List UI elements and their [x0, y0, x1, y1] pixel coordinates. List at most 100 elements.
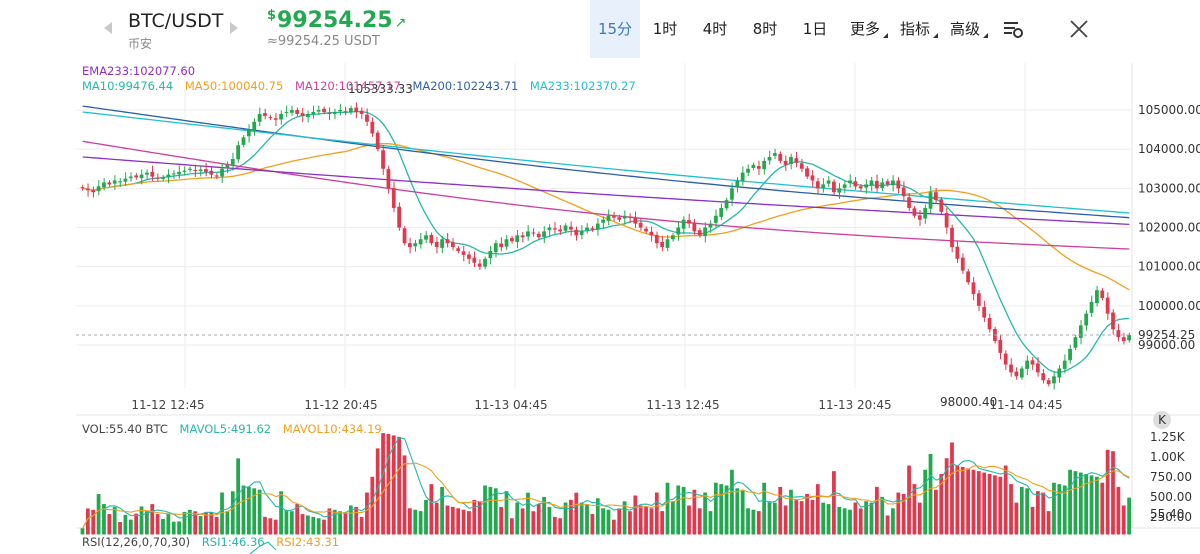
- tab-15m[interactable]: 15分: [590, 0, 640, 58]
- price-axis: 105000.00 104000.00 103000.00 102000.00 1010…: [1138, 103, 1200, 352]
- trading-pair-title[interactable]: BTC/USDT: [128, 10, 224, 32]
- exchange-name: 币安: [128, 37, 153, 51]
- volume-bar: [1035, 491, 1040, 535]
- volume-bar: [622, 501, 627, 535]
- candlesticks: [80, 102, 1131, 390]
- volume-bar: [1105, 449, 1110, 535]
- volume-bar: [1095, 476, 1099, 535]
- close-icon[interactable]: [1066, 16, 1092, 42]
- candle-body: [1121, 337, 1126, 342]
- volume-bar: [837, 506, 842, 535]
- rsi1-label: RSI1:46.36: [201, 535, 265, 549]
- volume-bar: [907, 465, 911, 535]
- ma10-label: MA10:99476.44: [82, 79, 174, 93]
- candle-body: [633, 217, 638, 224]
- volume-bar: [821, 502, 826, 535]
- volume-bar: [794, 499, 799, 535]
- volume-bar: [681, 486, 686, 535]
- candle-body: [209, 170, 214, 175]
- time-axis-label: 11-13 20:45: [818, 398, 891, 412]
- candle-body: [611, 216, 616, 218]
- dropdown-caret-icon: [883, 33, 888, 38]
- candle-body: [713, 215, 718, 223]
- tab-label: 8时: [752, 20, 778, 38]
- candle-body: [628, 216, 632, 218]
- volume-bar: [950, 442, 954, 535]
- chart-grid: [76, 63, 1200, 529]
- candle-body: [821, 184, 826, 189]
- tab-1h[interactable]: 1时: [640, 0, 690, 58]
- volume-bar: [552, 516, 557, 535]
- volume-bar: [284, 509, 289, 535]
- volume-bar: [1046, 511, 1051, 535]
- volume-bar: [214, 516, 219, 535]
- candle-body: [96, 186, 101, 192]
- candle-body: [858, 186, 863, 189]
- candle-body: [676, 227, 681, 235]
- volume-bar: [832, 471, 836, 535]
- candle-body: [155, 177, 160, 179]
- ma120-line: [82, 140, 1130, 250]
- candle-body: [724, 200, 729, 209]
- volume-bar: [628, 511, 632, 535]
- price-currency-symbol: $: [267, 8, 277, 23]
- volume-bar: [595, 498, 600, 535]
- candle-body: [520, 235, 525, 238]
- candle-body: [1041, 373, 1046, 381]
- high-price-label: 105333.33: [348, 82, 413, 96]
- volume-bar: [971, 469, 976, 535]
- volume-bar: [391, 435, 396, 535]
- candle-body: [445, 239, 450, 244]
- candle-body: [783, 160, 788, 165]
- volume-axis-label: 1.25K: [1150, 430, 1186, 444]
- volume-axis-label: 500.00: [1150, 490, 1192, 504]
- volume-bar: [880, 496, 885, 535]
- candle-body: [671, 235, 675, 240]
- volume-bar: [365, 492, 369, 535]
- volume-bar: [853, 502, 858, 535]
- volume-bar: [456, 508, 461, 535]
- tab-indicators[interactable]: 指标: [890, 0, 940, 58]
- volume-bar: [638, 505, 643, 535]
- volume-bar: [107, 514, 112, 535]
- kline-chart[interactable]: 105000.00 104000.00 103000.00 102000.00 1010…: [0, 58, 1200, 554]
- volume-bar: [719, 484, 724, 535]
- next-pair-arrow-icon[interactable]: [230, 22, 238, 34]
- k-badge-icon[interactable]: [1153, 411, 1171, 429]
- candle-body: [1111, 312, 1115, 330]
- tab-1d[interactable]: 1日: [790, 0, 840, 58]
- volume-bar: [295, 504, 300, 535]
- candle-body: [735, 180, 740, 188]
- volume-bar: [848, 509, 852, 535]
- current-price-axis-label: 99254.25: [1138, 328, 1195, 342]
- volume-bar: [332, 509, 337, 535]
- volume-bar: [504, 491, 509, 535]
- prev-pair-arrow-icon[interactable]: [104, 22, 112, 34]
- tab-advanced[interactable]: 高级: [940, 0, 990, 58]
- volume-bar: [198, 516, 203, 535]
- volume-axis: 1.25K 1.00K 750.00 500.00 250.00: [1150, 430, 1192, 524]
- volume-bar: [171, 521, 176, 535]
- candle-body: [649, 231, 654, 236]
- volume-bar: [542, 496, 546, 535]
- volume-bar: [746, 508, 750, 535]
- price-axis-label: 99000.00: [1138, 338, 1195, 352]
- volume-bar: [665, 482, 670, 535]
- candle-body: [746, 168, 750, 173]
- tab-more[interactable]: 更多: [840, 0, 890, 58]
- chart-settings-icon[interactable]: [1000, 16, 1026, 42]
- chart-header: BTC/USDT 币安 $99254.25 ↗ ≈99254.25 USDT 15…: [0, 0, 1200, 58]
- candle-body: [391, 187, 396, 208]
- volume-bar: [472, 499, 477, 535]
- volume-bar: [708, 511, 713, 535]
- volume-bar: [515, 502, 520, 535]
- volume-axis-label: 750.00: [1150, 470, 1192, 484]
- volume-bar: [112, 506, 117, 535]
- tab-4h[interactable]: 4时: [690, 0, 740, 58]
- candle-body: [681, 219, 686, 229]
- volume-bar: [1089, 475, 1094, 535]
- tab-8h[interactable]: 8时: [740, 0, 790, 58]
- candle-body: [408, 243, 412, 248]
- volume-bar: [939, 473, 944, 535]
- candle-body: [939, 199, 944, 212]
